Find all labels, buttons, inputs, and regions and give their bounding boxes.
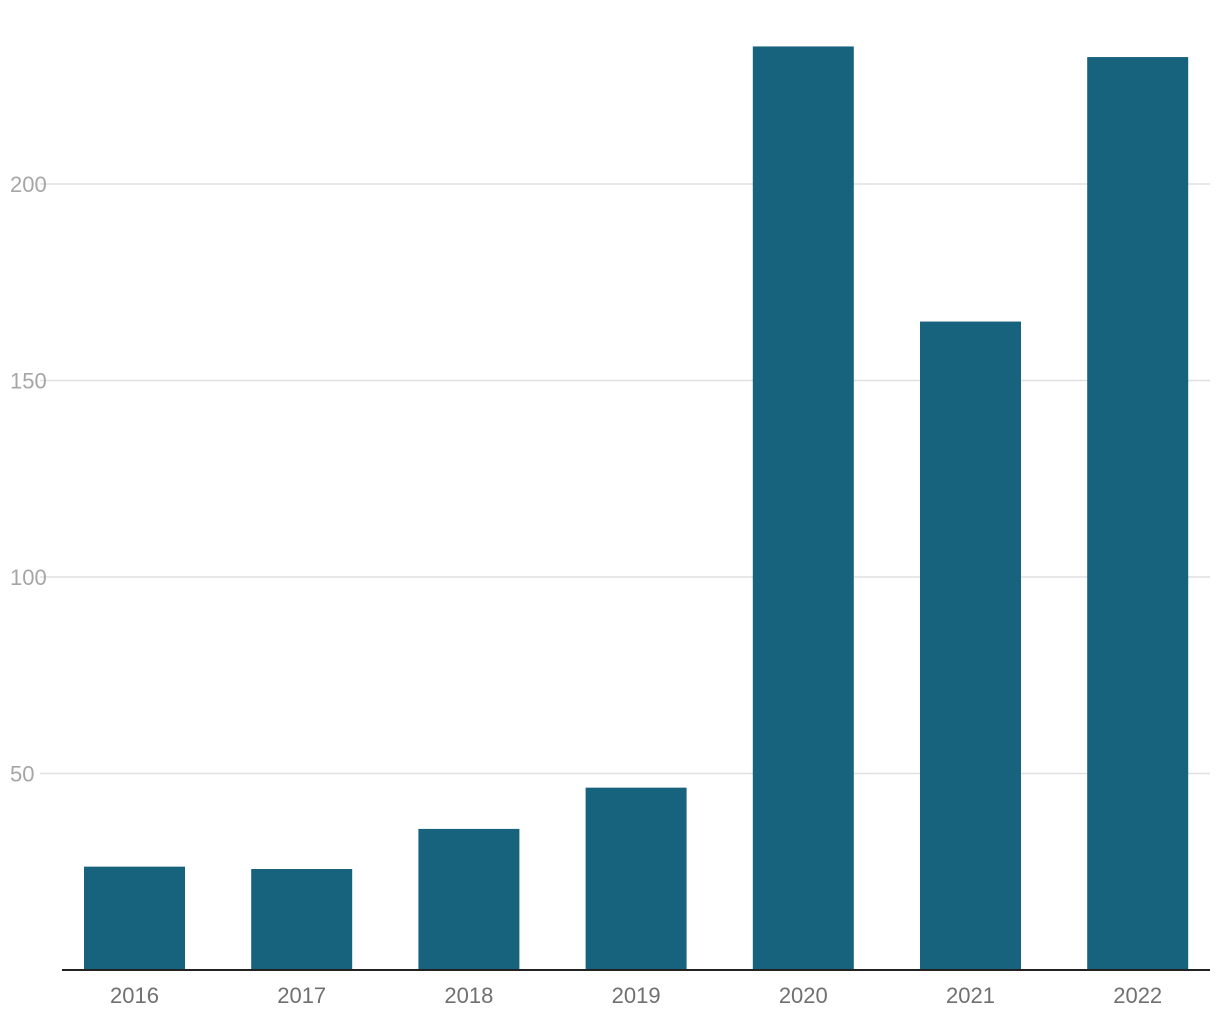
x-tick-label: 2017: [277, 983, 326, 1008]
x-tick-label: 2019: [612, 983, 661, 1008]
bar-2021: [920, 321, 1021, 970]
bar-2022: [1087, 57, 1189, 971]
bar-2020: [752, 46, 854, 970]
y-tick-label: 100: [10, 565, 47, 590]
y-tick-label: 200: [10, 172, 47, 197]
x-tick-label: 2022: [1113, 983, 1162, 1008]
y-tick-label: 50: [10, 762, 34, 787]
bar-2018: [418, 828, 520, 970]
x-axis-tick-labels: 2016 2017 2018 2019 2020 2021 2022: [110, 983, 1162, 1008]
gridlines: [40, 183, 1210, 775]
y-axis-tick-labels: 50 100 150 200: [10, 172, 47, 787]
bars: [84, 46, 1189, 971]
x-tick-label: 2018: [444, 983, 493, 1008]
y-tick-label: 150: [10, 369, 47, 394]
bar-2017: [251, 868, 353, 970]
bar-2019: [585, 787, 687, 970]
x-tick-label: 2020: [779, 983, 828, 1008]
bar-2016: [84, 866, 185, 970]
x-tick-label: 2016: [110, 983, 159, 1008]
x-tick-label: 2021: [946, 983, 995, 1008]
